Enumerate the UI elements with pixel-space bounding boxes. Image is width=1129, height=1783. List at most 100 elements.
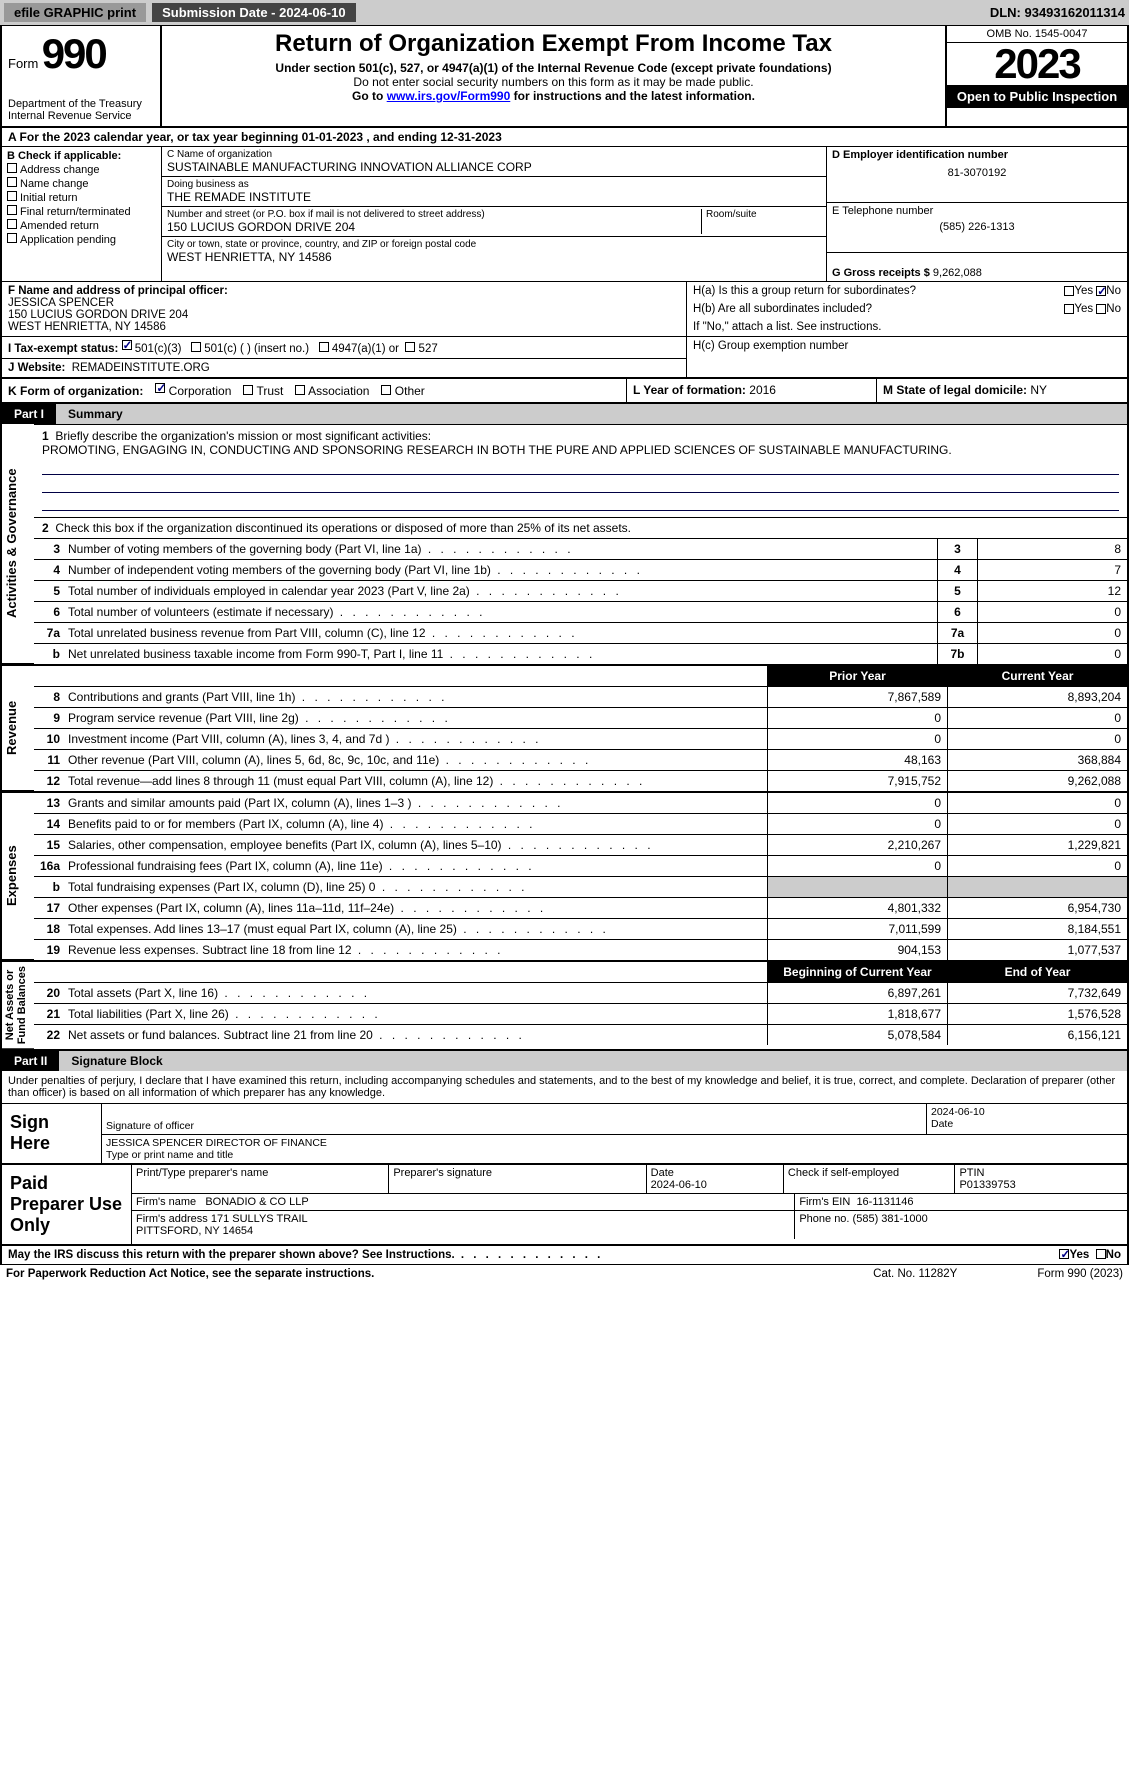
- checkbox-ha-no[interactable]: [1096, 286, 1106, 296]
- checkbox-hb-no[interactable]: [1096, 304, 1106, 314]
- gov-line-text: Total number of individuals employed in …: [64, 581, 937, 601]
- na-begin: 5,078,584: [767, 1025, 947, 1045]
- checkbox-final-return[interactable]: [7, 205, 17, 215]
- checkbox-amended[interactable]: [7, 219, 17, 229]
- sig-date: 2024-06-10: [931, 1106, 1123, 1118]
- gov-line-num: 6: [937, 602, 977, 622]
- exp-line-text: Professional fundraising fees (Part IX, …: [64, 856, 767, 876]
- efile-print-button[interactable]: efile GRAPHIC print: [4, 3, 146, 22]
- org-name: SUSTAINABLE MANUFACTURING INNOVATION ALL…: [167, 160, 821, 174]
- exp-line-text: Revenue less expenses. Subtract line 18 …: [64, 940, 767, 960]
- exp-current: 0: [947, 814, 1127, 834]
- checkbox-address-change[interactable]: [7, 163, 17, 173]
- ptin: P01339753: [959, 1179, 1015, 1191]
- k-label: K Form of organization:: [8, 384, 143, 398]
- prep-name-label: Print/Type preparer's name: [132, 1165, 389, 1194]
- ha-label: H(a) Is this a group return for subordin…: [693, 285, 1064, 297]
- na-line-text: Total assets (Part X, line 16): [64, 983, 767, 1003]
- dln: DLN: 93493162011314: [990, 5, 1125, 20]
- checkbox-hb-yes[interactable]: [1064, 304, 1074, 314]
- officer-name-title: JESSICA SPENCER DIRECTOR OF FINANCE: [106, 1137, 1123, 1149]
- summary-expenses: Expenses 13Grants and similar amounts pa…: [0, 791, 1129, 960]
- gross-value: 9,262,088: [933, 267, 982, 279]
- dept-treasury: Department of the Treasury Internal Reve…: [8, 98, 154, 122]
- discuss-row: May the IRS discuss this return with the…: [0, 1246, 1129, 1265]
- officer-addr1: 150 LUCIUS GORDON DRIVE 204: [8, 309, 680, 321]
- street-addr: 150 LUCIUS GORDON DRIVE 204: [167, 220, 701, 234]
- checkbox-name-change[interactable]: [7, 177, 17, 187]
- exp-current: 6,954,730: [947, 898, 1127, 918]
- form-id: Form 990 (2023): [1037, 1268, 1123, 1280]
- rev-line-text: Contributions and grants (Part VIII, lin…: [64, 687, 767, 707]
- exp-prior: 0: [767, 814, 947, 834]
- gov-line-text: Number of voting members of the governin…: [64, 539, 937, 559]
- self-employed-check: Check if self-employed: [784, 1165, 956, 1194]
- exp-prior: 4,801,332: [767, 898, 947, 918]
- website-label: J Website:: [8, 362, 65, 374]
- gov-line-text: Net unrelated business taxable income fr…: [64, 644, 937, 664]
- exp-line-text: Other expenses (Part IX, column (A), lin…: [64, 898, 767, 918]
- officer-status-block: F Name and address of principal officer:…: [0, 282, 1129, 379]
- gov-line-val: 0: [977, 602, 1127, 622]
- checkbox-501c[interactable]: [191, 342, 201, 352]
- checkbox-4947[interactable]: [319, 342, 329, 352]
- room-label: Room/suite: [706, 209, 821, 220]
- tax-year: 2023: [947, 43, 1127, 85]
- checkbox-discuss-yes[interactable]: [1059, 1249, 1069, 1259]
- gov-line-val: 0: [977, 644, 1127, 664]
- submission-date: Submission Date - 2024-06-10: [152, 3, 356, 22]
- officer-name: JESSICA SPENCER: [8, 297, 680, 309]
- topbar: efile GRAPHIC print Submission Date - 20…: [0, 0, 1129, 26]
- gov-line-num: 5: [937, 581, 977, 601]
- city-label: City or town, state or province, country…: [167, 239, 821, 250]
- gov-line-val: 0: [977, 623, 1127, 643]
- checkbox-501c3[interactable]: [122, 340, 132, 350]
- gov-line-num: 7a: [937, 623, 977, 643]
- exp-prior: 7,011,599: [767, 919, 947, 939]
- na-line-text: Net assets or fund balances. Subtract li…: [64, 1025, 767, 1045]
- rev-line-text: Other revenue (Part VIII, column (A), li…: [64, 750, 767, 770]
- tel-value: (585) 226-1313: [832, 221, 1122, 233]
- col-b-title: B Check if applicable:: [7, 150, 156, 162]
- gov-line-val: 8: [977, 539, 1127, 559]
- na-line-text: Total liabilities (Part X, line 26): [64, 1004, 767, 1024]
- exp-prior: [767, 877, 947, 897]
- rev-prior: 7,867,589: [767, 687, 947, 707]
- checkbox-ha-yes[interactable]: [1064, 286, 1074, 296]
- tax-exempt-label: I Tax-exempt status:: [8, 343, 118, 355]
- city-state-zip: WEST HENRIETTA, NY 14586: [167, 250, 821, 264]
- dba-label: Doing business as: [167, 179, 821, 190]
- checkbox-other[interactable]: [381, 385, 391, 395]
- klm-row: K Form of organization: Corporation Trus…: [0, 379, 1129, 404]
- cat-no: Cat. No. 11282Y: [873, 1268, 957, 1280]
- rev-current: 368,884: [947, 750, 1127, 770]
- current-year-hdr: Current Year: [947, 666, 1127, 686]
- checkbox-trust[interactable]: [243, 385, 253, 395]
- checkbox-app-pending[interactable]: [7, 233, 17, 243]
- rev-current: 0: [947, 708, 1127, 728]
- exp-prior: 2,210,267: [767, 835, 947, 855]
- checkbox-assoc[interactable]: [295, 385, 305, 395]
- begin-year-hdr: Beginning of Current Year: [767, 962, 947, 982]
- form-word: Form: [8, 56, 38, 71]
- rev-line-text: Program service revenue (Part VIII, line…: [64, 708, 767, 728]
- part1-title: Summary: [56, 404, 1127, 424]
- gov-line-num: 3: [937, 539, 977, 559]
- gov-line-num: 4: [937, 560, 977, 580]
- exp-line-text: Total fundraising expenses (Part IX, col…: [64, 877, 767, 897]
- part1-tag: Part I: [2, 404, 56, 424]
- m-label: M State of legal domicile:: [883, 383, 1027, 397]
- footer-row: For Paperwork Reduction Act Notice, see …: [0, 1265, 1129, 1283]
- na-end: 1,576,528: [947, 1004, 1127, 1024]
- vert-netassets: Net Assets or Fund Balances: [2, 962, 34, 1049]
- firm-name: BONADIO & CO LLP: [205, 1196, 308, 1208]
- checkbox-corp[interactable]: [155, 383, 165, 393]
- sig-date-label: Date: [931, 1118, 1123, 1130]
- discuss-question: May the IRS discuss this return with the…: [8, 1249, 1059, 1261]
- na-end: 6,156,121: [947, 1025, 1127, 1045]
- checkbox-discuss-no[interactable]: [1096, 1249, 1106, 1259]
- checkbox-527[interactable]: [405, 342, 415, 352]
- checkbox-initial-return[interactable]: [7, 191, 17, 201]
- dba-name: THE REMADE INSTITUTE: [167, 190, 821, 204]
- irs-link[interactable]: www.irs.gov/Form990: [387, 89, 511, 103]
